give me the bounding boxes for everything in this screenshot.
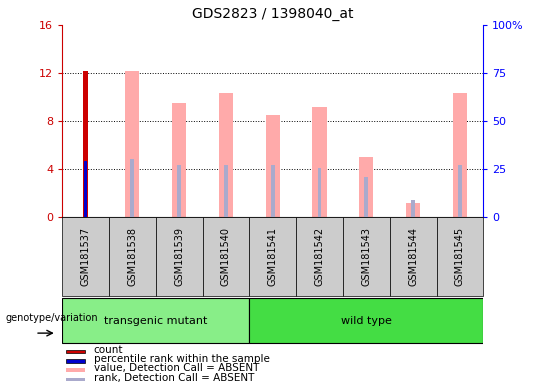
Bar bbox=[271, 165, 274, 217]
Bar bbox=[343, 217, 390, 296]
Bar bbox=[172, 103, 186, 217]
Text: GSM181537: GSM181537 bbox=[80, 227, 91, 286]
Bar bbox=[364, 177, 368, 217]
Bar bbox=[390, 217, 436, 296]
Text: GSM181543: GSM181543 bbox=[361, 227, 372, 286]
Bar bbox=[202, 217, 249, 296]
Text: transgenic mutant: transgenic mutant bbox=[104, 316, 207, 326]
Text: GSM181539: GSM181539 bbox=[174, 227, 184, 286]
Text: GSM181544: GSM181544 bbox=[408, 227, 418, 286]
Bar bbox=[62, 217, 109, 296]
Bar bbox=[83, 71, 89, 217]
Title: GDS2823 / 1398040_at: GDS2823 / 1398040_at bbox=[192, 7, 354, 21]
Bar bbox=[84, 161, 87, 217]
Text: GSM181542: GSM181542 bbox=[314, 227, 325, 286]
Bar bbox=[219, 93, 233, 217]
Bar bbox=[66, 377, 85, 381]
Text: GSM181540: GSM181540 bbox=[221, 227, 231, 286]
Bar bbox=[66, 359, 85, 362]
Bar bbox=[249, 217, 296, 296]
Text: count: count bbox=[94, 345, 123, 355]
Bar bbox=[436, 217, 483, 296]
Bar bbox=[249, 298, 483, 343]
Bar bbox=[66, 350, 85, 353]
Bar bbox=[318, 168, 321, 217]
Text: rank, Detection Call = ABSENT: rank, Detection Call = ABSENT bbox=[94, 372, 254, 382]
Bar bbox=[266, 115, 280, 217]
Bar bbox=[224, 165, 228, 217]
Bar bbox=[131, 159, 134, 217]
Text: value, Detection Call = ABSENT: value, Detection Call = ABSENT bbox=[94, 363, 259, 373]
Text: GSM181538: GSM181538 bbox=[127, 227, 137, 286]
Bar bbox=[411, 200, 415, 217]
Text: wild type: wild type bbox=[341, 316, 392, 326]
Bar bbox=[66, 368, 85, 372]
Text: percentile rank within the sample: percentile rank within the sample bbox=[94, 354, 269, 364]
Bar bbox=[313, 107, 327, 217]
Bar bbox=[406, 203, 420, 217]
Text: GSM181541: GSM181541 bbox=[268, 227, 278, 286]
Bar bbox=[453, 93, 467, 217]
Bar bbox=[156, 217, 202, 296]
Bar bbox=[359, 157, 373, 217]
Text: genotype/variation: genotype/variation bbox=[5, 313, 98, 323]
Text: GSM181545: GSM181545 bbox=[455, 227, 465, 286]
Bar bbox=[62, 298, 249, 343]
Bar bbox=[458, 165, 462, 217]
Bar bbox=[109, 217, 156, 296]
Bar bbox=[296, 217, 343, 296]
Bar bbox=[177, 165, 181, 217]
Bar bbox=[125, 71, 139, 217]
